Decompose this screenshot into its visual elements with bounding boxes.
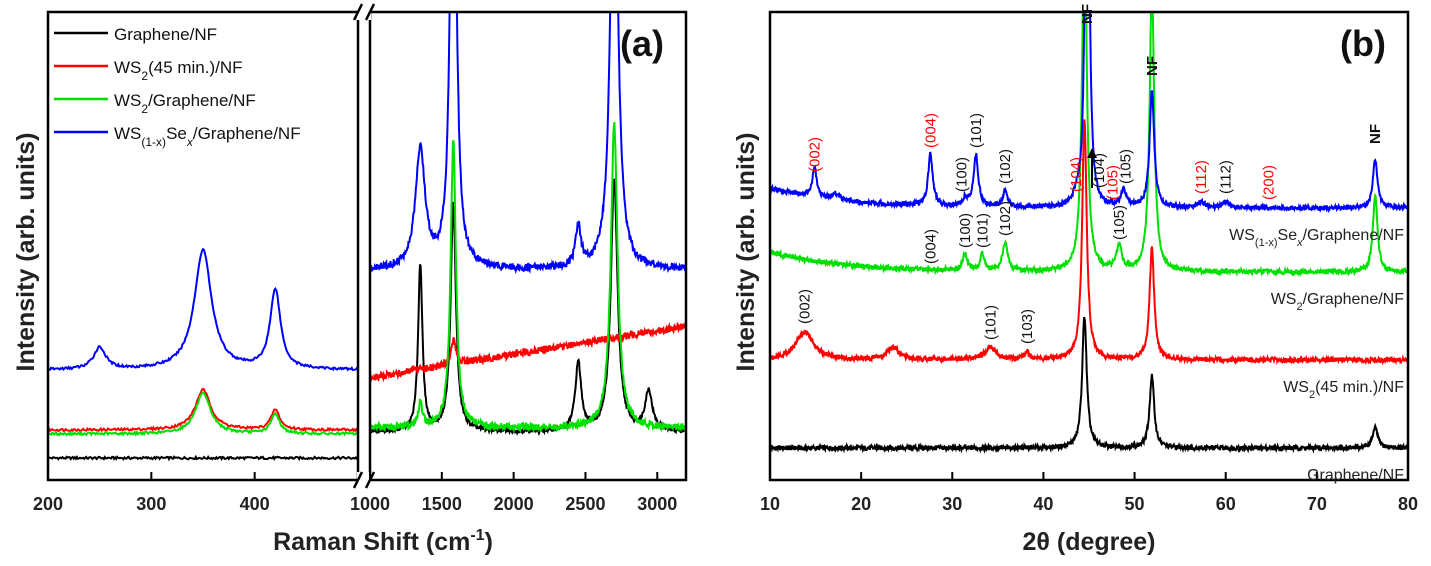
raman-curve-high-graphene_nf <box>369 178 686 437</box>
raman-curve-high-wsse_graphene_nf <box>369 12 686 275</box>
xrd-annotation-11: (112) <box>1193 160 1210 194</box>
xrd-annotation-0: (002) <box>807 137 824 172</box>
xrd-annotation-16: (100) <box>957 213 974 248</box>
xrd-annotation-7: (105) <box>1105 165 1122 200</box>
xrd-annotation-14: NF <box>1367 124 1384 144</box>
xrd-annotation-22: (103) <box>1019 309 1036 344</box>
xrd-annotation-19: (105) <box>1111 205 1128 240</box>
panel-b-tick-label-20: 20 <box>851 494 871 514</box>
xrd-annotation-2: (101) <box>968 113 985 148</box>
panel-a-legend: Graphene/NF WS2(45 min.)/NF WS2/Graphene/N… <box>54 25 301 149</box>
panel-a-tick-label-200: 200 <box>33 494 63 514</box>
raman-curve-low-wsse_graphene_nf <box>48 247 359 372</box>
raman-curve-low-ws2_graphene_nf <box>48 391 359 437</box>
panel-b-tick-label-30: 30 <box>942 494 962 514</box>
panel-a-tick-label-3000: 3000 <box>637 494 677 514</box>
legend-label-ws2_graphene_nf: WS2/Graphene/NF <box>114 91 256 116</box>
xrd-arrow-head <box>1087 148 1098 158</box>
panel-a-x-axis-title-main: Raman Shift (cm <box>273 528 470 556</box>
panel-a-frame-segment-1 <box>46 10 360 482</box>
legend-label-ws2_45_nf: WS2(45 min.)/NF <box>114 58 243 83</box>
xrd-annotation-20: (002) <box>797 289 814 324</box>
legend-label-graphene_nf: Graphene/NF <box>114 25 217 44</box>
xrd-annotation-12: (112) <box>1218 160 1235 194</box>
panel-b-y-axis-title: Intensity (arb. units) <box>732 133 760 372</box>
panel-a-tick-label-2500: 2500 <box>565 494 605 514</box>
legend-label-wsse_graphene_nf: WS(1-x)Sex/Graphene/NF <box>114 124 301 149</box>
panel-a-tick-label-1000: 1000 <box>350 494 390 514</box>
xrd-annotation-13: (200) <box>1261 165 1278 200</box>
panel-b-x-ticks: 10 20 30 40 50 60 70 80 <box>760 472 1418 514</box>
panel-b-frame <box>768 10 1410 482</box>
xrd-curve-ws2_graphene_nf <box>770 12 1408 278</box>
raman-curve-low-ws2_45_nf <box>48 387 359 433</box>
panel-b-tick-label-80: 80 <box>1398 494 1418 514</box>
xrd-annotation-10: NF <box>1144 56 1161 76</box>
raman-curve-high-ws2_45_nf <box>369 321 686 383</box>
panel-a-tick-label-400: 400 <box>240 494 270 514</box>
xrd-curve-wsse_graphene_nf <box>770 12 1408 214</box>
panel-b-x-axis-title: 2θ (degree) <box>1023 528 1156 556</box>
xrd-curve-ws2_45_nf <box>770 119 1408 366</box>
xrd-annotation-21: (101) <box>983 305 1000 340</box>
axis-break-mark-top <box>352 3 376 21</box>
panel-a-x-ticks: 200 300 400 1000 1500 2000 2500 3000 <box>33 472 677 514</box>
xrd-annotation-4: (102) <box>997 149 1014 184</box>
panel-b-curves <box>770 12 1408 454</box>
panel-a-x-axis-title: Raman Shift (cm-1) <box>273 527 493 556</box>
panel-a-tick-label-2000: 2000 <box>494 494 534 514</box>
panel-b-tick-label-10: 10 <box>760 494 780 514</box>
panel-b-tick-label-70: 70 <box>1307 494 1327 514</box>
panel-a-curves <box>48 12 686 462</box>
panel-b-label: (b) <box>1340 23 1386 64</box>
xrd-annotation-1: (004) <box>922 113 939 148</box>
panel-a-tick-label-300: 300 <box>136 494 166 514</box>
panel-a-x-axis-title-close: ) <box>485 528 493 556</box>
xrd-annotation-9: NF <box>1079 4 1096 24</box>
raman-curve-low-graphene_nf <box>48 454 359 462</box>
curve-label-graphene_nf: Graphene/NF <box>1307 467 1404 484</box>
xrd-annotation-8: (105) <box>1118 149 1135 184</box>
xrd-annotation-18: (102) <box>997 201 1014 236</box>
panel-b-xrd-chart: 10 20 30 40 50 60 70 80 (002)(004) (101)(100) (10… <box>732 4 1418 556</box>
panel-a-x-axis-title-sup: -1 <box>470 527 484 544</box>
curve-label-ws2_45_nf: WS2(45 min.)/NF <box>1283 379 1404 401</box>
panel-a-raman-chart: 200 300 400 1000 1500 2000 2500 3000 (a) Graphe… <box>12 3 688 556</box>
curve-label-wsse_graphene_nf: WS(1-x)Sex/Graphene/NF <box>1229 227 1404 249</box>
xrd-annotation-3: (100) <box>953 157 970 192</box>
xrd-annotation-17: (101) <box>974 213 991 248</box>
panel-a-frame-segment-2 <box>368 10 688 482</box>
panel-b-annotations: (002)(004) (101)(100) (102) (104) (104)(105)… <box>797 4 1385 344</box>
xrd-curve-graphene_nf <box>770 316 1408 454</box>
xrd-annotation-15: (004) <box>922 229 939 264</box>
xrd-annotation-6: (104) <box>1091 153 1108 188</box>
panel-a-y-axis-title: Intensity (arb. units) <box>12 133 40 372</box>
xrd-annotation-5: (104) <box>1068 157 1085 192</box>
curve-label-ws2_graphene_nf: WS2/Graphene/NF <box>1271 291 1405 313</box>
panel-a-tick-label-1500: 1500 <box>422 494 462 514</box>
panel-b-curve-labels: Graphene/NF WS2(45 min.)/NF WS2/Graphene/N… <box>1229 227 1404 484</box>
panel-b-tick-label-60: 60 <box>1216 494 1236 514</box>
panel-b-tick-label-40: 40 <box>1033 494 1053 514</box>
panel-b-tick-label-50: 50 <box>1125 494 1145 514</box>
raman-curve-high-ws2_graphene_nf <box>369 122 686 434</box>
panel-a-label: (a) <box>620 23 664 64</box>
